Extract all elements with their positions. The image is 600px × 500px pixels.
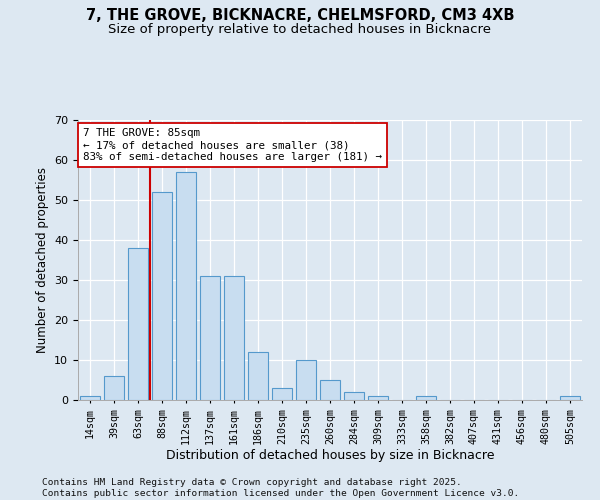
Bar xyxy=(200,276,220,400)
Bar xyxy=(272,388,292,400)
Bar xyxy=(80,396,100,400)
Bar xyxy=(104,376,124,400)
X-axis label: Distribution of detached houses by size in Bicknacre: Distribution of detached houses by size … xyxy=(166,449,494,462)
Bar xyxy=(344,392,364,400)
Bar xyxy=(296,360,316,400)
Bar xyxy=(320,380,340,400)
Bar xyxy=(224,276,244,400)
Text: 7 THE GROVE: 85sqm
← 17% of detached houses are smaller (38)
83% of semi-detache: 7 THE GROVE: 85sqm ← 17% of detached hou… xyxy=(83,128,382,162)
Text: Size of property relative to detached houses in Bicknacre: Size of property relative to detached ho… xyxy=(109,22,491,36)
Text: 7, THE GROVE, BICKNACRE, CHELMSFORD, CM3 4XB: 7, THE GROVE, BICKNACRE, CHELMSFORD, CM3… xyxy=(86,8,514,22)
Bar xyxy=(248,352,268,400)
Y-axis label: Number of detached properties: Number of detached properties xyxy=(35,167,49,353)
Bar xyxy=(416,396,436,400)
Bar xyxy=(560,396,580,400)
Bar xyxy=(128,248,148,400)
Bar xyxy=(368,396,388,400)
Bar xyxy=(152,192,172,400)
Text: Contains HM Land Registry data © Crown copyright and database right 2025.
Contai: Contains HM Land Registry data © Crown c… xyxy=(42,478,519,498)
Bar xyxy=(176,172,196,400)
